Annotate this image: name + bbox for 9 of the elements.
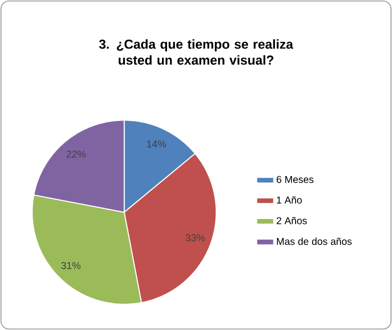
legend-label: 6 Meses xyxy=(276,176,314,183)
data-label: 22% xyxy=(66,150,86,158)
legend-label: 2 Años xyxy=(276,216,307,224)
legend-label: 1 Año xyxy=(276,196,302,204)
legend-label: Mas de dos años xyxy=(277,238,352,245)
chart-title: 3. ¿Cada que tiempo se realiza usted un examen visual? xyxy=(99,39,294,65)
data-label: 31% xyxy=(61,262,80,270)
data-label: 14% xyxy=(147,140,166,148)
data-label: 33% xyxy=(186,234,205,242)
